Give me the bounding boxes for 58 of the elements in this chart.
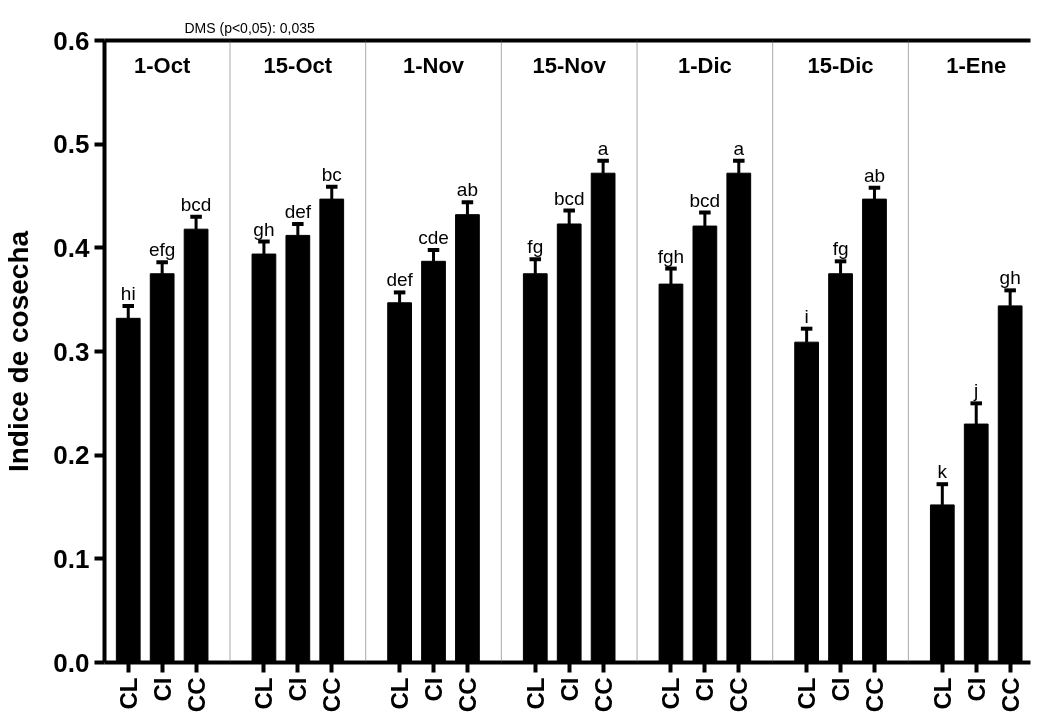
data-label: cde	[418, 226, 449, 248]
y-tick-label: 0.2	[53, 440, 90, 471]
data-label: bcd	[689, 189, 721, 211]
text: DMS (p<0,05): 0,035	[184, 19, 316, 36]
y-tick-label: 0.5	[53, 129, 90, 160]
data-label: a	[597, 137, 609, 159]
data-label: bcd	[553, 187, 585, 209]
x-tick-label: CL	[250, 677, 278, 710]
x-tick-label: CC	[589, 677, 617, 713]
x-tick-label: CL	[386, 677, 414, 710]
data-label: j	[973, 380, 979, 402]
y-tick-label: 0.3	[53, 336, 90, 367]
data-label: ab	[456, 179, 479, 201]
x-tick-label: CL	[928, 677, 956, 710]
x-tick-label: CL	[114, 677, 142, 710]
data-label: fg	[527, 236, 544, 258]
x-tick-label: CL	[657, 677, 685, 710]
data-label: gh	[253, 218, 275, 240]
x-tick-label: CI	[420, 677, 448, 702]
data-label: hi	[120, 282, 136, 304]
data-label: def	[386, 269, 414, 291]
x-tick-label: CC	[725, 677, 753, 713]
x-tick-label: CL	[521, 677, 549, 710]
y-tick-label: 0.1	[53, 543, 90, 574]
data-label: gh	[999, 267, 1021, 289]
y-tick-label: 0.0	[53, 647, 90, 678]
x-tick-label: CI	[148, 677, 176, 702]
data-label: bcd	[180, 193, 212, 215]
x-tick-label: CI	[284, 677, 312, 702]
y-axis-title: Indice de cosecha	[3, 230, 35, 473]
data-label: efg	[148, 239, 176, 261]
data-label: fg	[832, 238, 849, 260]
data-label: fgh	[657, 245, 685, 267]
x-tick-label: CC	[318, 677, 346, 713]
annotation: 15-Nov	[532, 52, 607, 78]
annotation: 1-Ene	[946, 52, 1007, 78]
data-label: a	[733, 137, 745, 159]
annotation: 1-Dic	[677, 52, 732, 78]
x-tick-label: CI	[827, 677, 855, 702]
x-tick-label: CC	[996, 677, 1024, 713]
y-tick-label: 0.6	[53, 25, 90, 56]
annotation: 15-Dic	[807, 52, 874, 78]
data-label: def	[284, 200, 312, 222]
data-label: i	[804, 305, 809, 327]
annotation: 1-Oct	[134, 52, 191, 78]
x-tick-label: CI	[962, 677, 990, 702]
x-tick-label: CI	[691, 677, 719, 702]
annotation: 15-Oct	[263, 52, 333, 78]
x-tick-label: CL	[793, 677, 821, 710]
data-label: ab	[863, 164, 886, 186]
annotation: 1-Nov	[402, 52, 465, 78]
data-label: bc	[321, 163, 342, 185]
y-tick-label: 0.4	[53, 232, 91, 263]
data-label: k	[937, 461, 948, 483]
x-tick-label: CC	[182, 677, 210, 713]
x-tick-label: CC	[453, 677, 481, 713]
x-tick-label: CI	[555, 677, 583, 702]
x-tick-label: CC	[860, 677, 888, 713]
